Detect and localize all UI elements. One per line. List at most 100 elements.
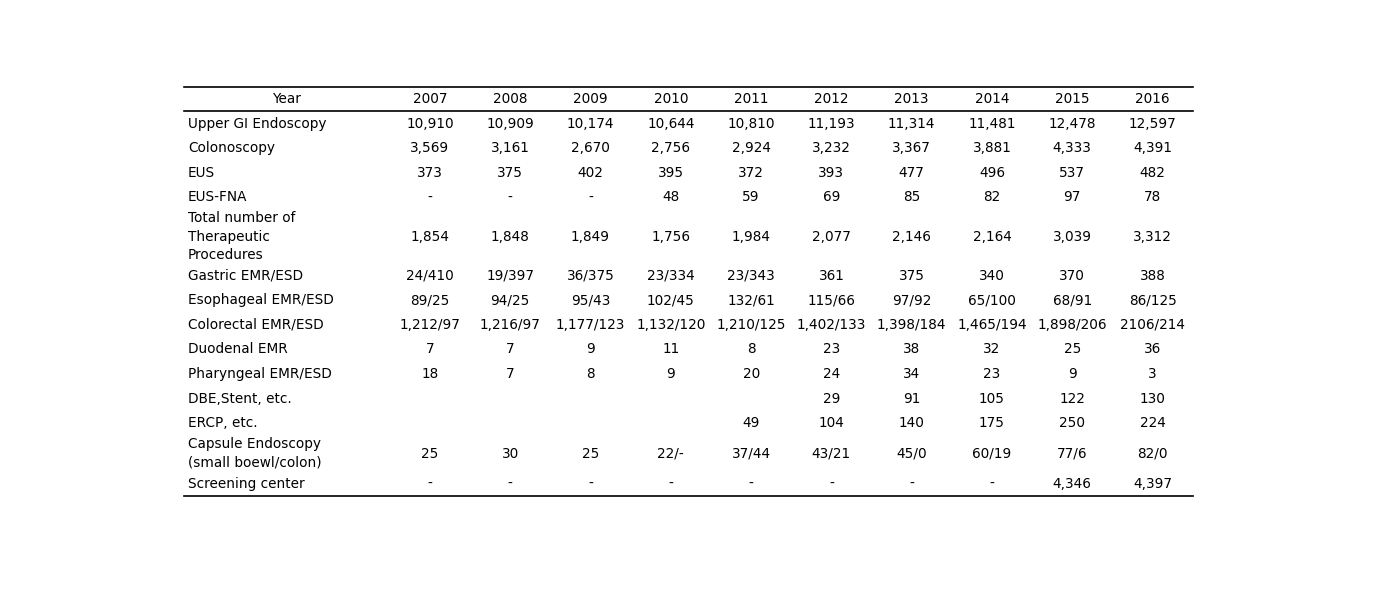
Text: 1,848: 1,848 [491,229,529,243]
Text: 10,644: 10,644 [647,116,694,131]
Text: 2,164: 2,164 [973,229,1011,243]
Text: -: - [749,477,753,491]
Text: 375: 375 [899,269,925,282]
Text: 1,210/125: 1,210/125 [717,318,785,332]
Text: 82: 82 [983,190,1001,204]
Text: 69: 69 [823,190,840,204]
Text: 68/91: 68/91 [1053,293,1092,307]
Text: 477: 477 [899,166,924,180]
Text: 2,924: 2,924 [732,141,770,155]
Text: 2014: 2014 [974,92,1009,106]
Text: 3: 3 [1148,367,1156,381]
Text: 340: 340 [979,269,1005,282]
Text: 30: 30 [501,447,519,460]
Text: 2012: 2012 [815,92,848,106]
Text: 130: 130 [1140,392,1166,405]
Text: Upper GI Endoscopy: Upper GI Endoscopy [188,116,326,131]
Text: 43/21: 43/21 [812,447,851,460]
Text: 1,402/133: 1,402/133 [797,318,867,332]
Text: 132/61: 132/61 [727,293,776,307]
Text: -: - [508,190,512,204]
Text: 388: 388 [1140,269,1166,282]
Text: 12,597: 12,597 [1128,116,1176,131]
Text: 89/25: 89/25 [410,293,449,307]
Text: 4,397: 4,397 [1133,477,1172,491]
Text: 12,478: 12,478 [1049,116,1096,131]
Text: 375: 375 [497,166,524,180]
Text: 402: 402 [578,166,603,180]
Text: 19/397: 19/397 [486,269,535,282]
Text: 10,909: 10,909 [486,116,535,131]
Text: 3,569: 3,569 [410,141,449,155]
Text: 23: 23 [823,342,840,356]
Text: Pharyngeal EMR/ESD: Pharyngeal EMR/ESD [188,367,332,381]
Text: 9: 9 [1068,367,1077,381]
Text: 25: 25 [421,447,438,460]
Text: 1,398/184: 1,398/184 [876,318,946,332]
Text: 4,333: 4,333 [1053,141,1092,155]
Text: 65/100: 65/100 [967,293,1016,307]
Text: 1,212/97: 1,212/97 [399,318,461,332]
Text: 393: 393 [819,166,844,180]
Text: 60/19: 60/19 [973,447,1012,460]
Text: -: - [508,477,512,491]
Text: Screening center: Screening center [188,477,305,491]
Text: 25: 25 [1064,342,1081,356]
Text: 97/92: 97/92 [892,293,931,307]
Text: -: - [668,477,673,491]
Text: 20: 20 [742,367,760,381]
Text: 8: 8 [746,342,756,356]
Text: 2008: 2008 [493,92,528,106]
Text: 175: 175 [979,416,1005,430]
Text: -: - [990,477,994,491]
Text: 10,174: 10,174 [567,116,615,131]
Text: 9: 9 [666,367,675,381]
Text: 1,854: 1,854 [410,229,449,243]
Text: Gastric EMR/ESD: Gastric EMR/ESD [188,269,302,282]
Text: 7: 7 [426,342,434,356]
Text: 91: 91 [903,392,920,405]
Text: 496: 496 [979,166,1005,180]
Text: 2011: 2011 [734,92,769,106]
Text: 373: 373 [417,166,442,180]
Text: 18: 18 [421,367,438,381]
Text: 2106/214: 2106/214 [1120,318,1184,332]
Text: 3,161: 3,161 [491,141,529,155]
Text: 78: 78 [1144,190,1161,204]
Text: 2007: 2007 [413,92,447,106]
Text: 2,756: 2,756 [651,141,690,155]
Text: 1,984: 1,984 [732,229,770,243]
Text: 11,314: 11,314 [888,116,935,131]
Text: Colonoscopy: Colonoscopy [188,141,274,155]
Text: 23/343: 23/343 [727,269,776,282]
Text: 1,898/206: 1,898/206 [1037,318,1107,332]
Text: 94/25: 94/25 [490,293,531,307]
Text: 9: 9 [587,342,595,356]
Text: ERCP, etc.: ERCP, etc. [188,416,258,430]
Text: -: - [829,477,834,491]
Text: 3,367: 3,367 [892,141,931,155]
Text: 85: 85 [903,190,920,204]
Text: 2,670: 2,670 [571,141,610,155]
Text: 2,146: 2,146 [892,229,931,243]
Text: Year: Year [273,92,301,106]
Text: 25: 25 [582,447,599,460]
Text: EUS-FNA: EUS-FNA [188,190,248,204]
Text: 2009: 2009 [573,92,608,106]
Text: 140: 140 [899,416,924,430]
Text: 82/0: 82/0 [1137,447,1168,460]
Text: Colorectal EMR/ESD: Colorectal EMR/ESD [188,318,323,332]
Text: EUS: EUS [188,166,216,180]
Text: 24: 24 [823,367,840,381]
Text: 97: 97 [1064,190,1081,204]
Text: -: - [909,477,914,491]
Text: 105: 105 [979,392,1005,405]
Text: 1,849: 1,849 [571,229,610,243]
Text: Capsule Endoscopy
(small boewl/colon): Capsule Endoscopy (small boewl/colon) [188,437,322,470]
Text: 48: 48 [662,190,679,204]
Text: 45/0: 45/0 [896,447,927,460]
Text: -: - [588,477,594,491]
Text: 250: 250 [1060,416,1085,430]
Text: Duodenal EMR: Duodenal EMR [188,342,288,356]
Text: 36: 36 [1144,342,1161,356]
